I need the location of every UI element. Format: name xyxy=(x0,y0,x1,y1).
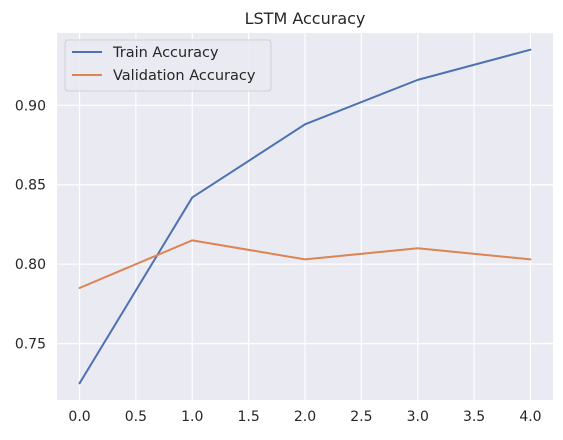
x-tick-label: 3.5 xyxy=(463,409,485,425)
y-tick-label: 0.85 xyxy=(15,178,46,194)
y-axis-ticks: 0.75 0.80 0.85 0.90 xyxy=(15,98,46,352)
x-tick-label: 1.0 xyxy=(181,409,203,425)
x-tick-label: 3.0 xyxy=(407,409,429,425)
y-tick-label: 0.75 xyxy=(15,337,46,353)
x-tick-label: 4.0 xyxy=(519,409,541,425)
x-tick-label: 2.0 xyxy=(294,409,316,425)
series-lines xyxy=(78,48,532,385)
x-tick-label: 0.0 xyxy=(68,409,90,425)
x-tick-label: 0.5 xyxy=(125,409,147,425)
y-tick-label: 0.80 xyxy=(15,257,46,273)
legend: Train Accuracy Validation Accuracy xyxy=(64,39,272,92)
legend-label-train: Train Accuracy xyxy=(112,45,219,61)
y-tick-label: 0.90 xyxy=(15,98,46,114)
grid-lines xyxy=(57,33,553,400)
legend-label-validation: Validation Accuracy xyxy=(113,68,256,84)
x-axis-ticks: 0.0 0.5 1.0 1.5 2.0 2.5 3.0 3.5 4.0 xyxy=(68,409,541,425)
series-line-train-accuracy xyxy=(78,48,532,385)
legend-box xyxy=(64,39,272,92)
x-tick-label: 1.5 xyxy=(238,409,260,425)
chart-title: LSTM Accuracy xyxy=(245,9,366,28)
x-tick-label: 2.5 xyxy=(350,409,372,425)
series-line-validation-accuracy xyxy=(78,239,532,289)
